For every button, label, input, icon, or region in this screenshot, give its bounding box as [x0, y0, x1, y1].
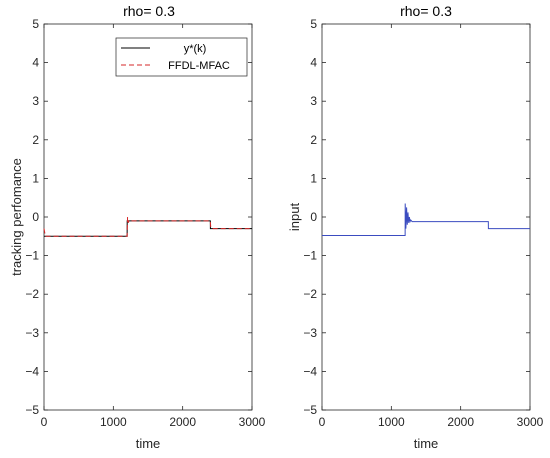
legend-label-y-star: y*(k) — [184, 43, 207, 55]
y-tick-label: 4 — [32, 56, 39, 70]
y-tick-label: 2 — [32, 133, 39, 147]
plot-area — [43, 23, 253, 411]
y-tick-label: 0 — [32, 210, 39, 224]
x-tick-label: 3000 — [239, 415, 266, 429]
y-tick-label: −2 — [25, 287, 39, 301]
x-tick-label: 2000 — [169, 415, 196, 429]
y-tick-label: 3 — [32, 94, 39, 108]
y-tick-label: 0 — [310, 210, 317, 224]
series-line-0 — [322, 203, 530, 237]
y-tick-label: −4 — [25, 364, 39, 378]
series-line-ffdl-mfac — [43, 216, 252, 237]
y-tick-label: 4 — [310, 56, 317, 70]
x-tick-label: 0 — [41, 415, 48, 429]
x-axis-label: time — [136, 436, 161, 451]
y-tick-label: 5 — [32, 17, 39, 31]
input-plot: rho= 0.3 −5 −4 −3 −2 −1 0 1 2 3 4 5 0 1000 2000 3000 t… — [287, 3, 544, 451]
y-tick-label: −3 — [303, 326, 317, 340]
x-tick-label: 2000 — [447, 415, 474, 429]
y-tick-label: −5 — [303, 403, 317, 417]
x-tick-label: 1000 — [100, 415, 127, 429]
y-tick-label: −1 — [303, 249, 317, 263]
legend-box — [115, 37, 248, 77]
series-lines — [322, 203, 530, 237]
y-tick-label: 1 — [310, 171, 317, 185]
series-lines — [43, 216, 252, 237]
y-tick-label: 5 — [310, 17, 317, 31]
y-tick-label: −2 — [303, 287, 317, 301]
y-tick-label: −4 — [303, 364, 317, 378]
x-tick-label: 3000 — [517, 415, 544, 429]
y-tick-label: 3 — [310, 94, 317, 108]
y-tick-label: 1 — [32, 171, 39, 185]
y-tick-label: −3 — [25, 326, 39, 340]
x-tick-label: 0 — [319, 415, 326, 429]
tracking-performance-plot: rho= 0.3 −5 −4 −3 −2 −1 0 1 2 3 4 5 0 1000 2000 3000 t… — [9, 3, 266, 451]
y-tick-label: −5 — [25, 403, 39, 417]
plot-title: rho= 0.3 — [123, 3, 175, 19]
axis-ticks: −5 −4 −3 −2 −1 0 1 2 3 4 5 0 1000 2000 3000 — [303, 17, 543, 429]
y-axis-label: tracking perfomance — [9, 158, 24, 276]
y-tick-label: −1 — [25, 249, 39, 263]
y-tick-label: 2 — [310, 133, 317, 147]
x-tick-label: 1000 — [378, 415, 405, 429]
y-axis-label: input — [287, 203, 302, 232]
legend-label-ffdl-mfac: FFDL-MFAC — [168, 60, 230, 72]
legend: y*(k) FFDL-MFAC — [115, 37, 248, 77]
plot-area — [321, 23, 531, 411]
axis-ticks: −5 −4 −3 −2 −1 0 1 2 3 4 5 0 1000 2000 3000 — [25, 17, 265, 429]
plot-title: rho= 0.3 — [400, 3, 452, 19]
x-axis-label: time — [414, 436, 439, 451]
